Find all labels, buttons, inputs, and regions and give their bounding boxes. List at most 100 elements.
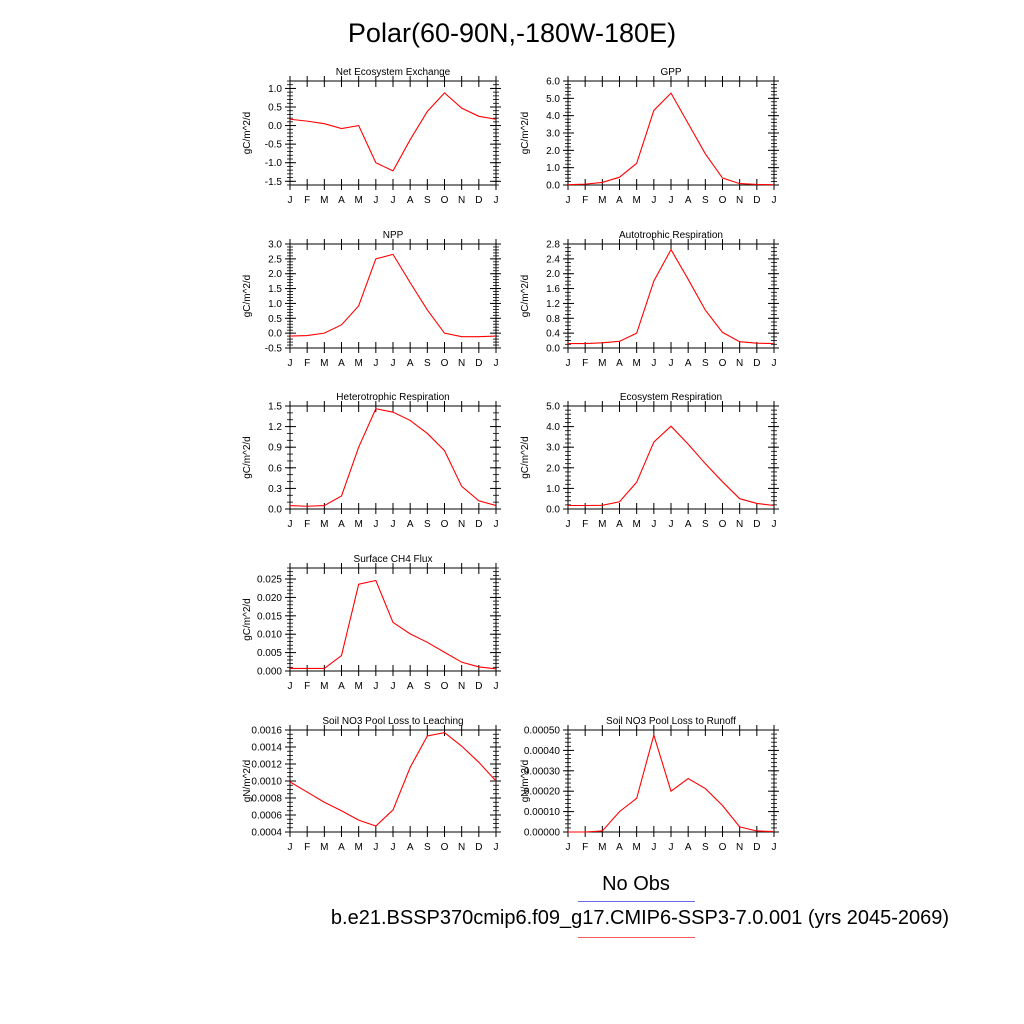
y-tick-label: 0.0006: [251, 811, 282, 822]
plot-frame: [289, 80, 497, 186]
series-line: [568, 248, 775, 345]
panel-3: Autotrophic Respiration gC/m^2/d 0.0 0.4 0.8…: [520, 230, 779, 369]
x-tick-label: M: [632, 519, 640, 530]
x-tick-label: S: [702, 358, 709, 369]
y-tick-label: 0.0: [546, 181, 560, 192]
plot-frame: [289, 405, 497, 510]
x-tick-label: O: [719, 842, 727, 853]
y-tick-label: 3.0: [546, 443, 560, 454]
y-tick-label: 0.8: [546, 314, 560, 325]
panel-title: Net Ecosystem Exchange: [336, 67, 451, 78]
x-tick-label: J: [494, 519, 499, 530]
y-tick-label: 0.6: [268, 463, 282, 474]
x-tick-label: D: [475, 358, 482, 369]
y-tick-label: -1.0: [265, 158, 283, 169]
x-tick-label: A: [407, 195, 414, 206]
y-tick-label: 5.0: [546, 402, 560, 413]
y-axis-label: gN/m^2/d: [242, 760, 253, 803]
plot-frame: [567, 405, 775, 510]
y-axis-label: gC/m^2/d: [242, 112, 253, 155]
x-tick-label: M: [320, 195, 328, 206]
y-tick-label: 0.00040: [524, 746, 561, 757]
x-tick-label: A: [407, 358, 414, 369]
y-tick-label: 0.00050: [524, 726, 561, 737]
x-tick-label: J: [566, 519, 571, 530]
y-tick-label: 2.8: [546, 240, 560, 251]
x-tick-label: F: [582, 358, 588, 369]
x-tick-label: J: [669, 195, 674, 206]
y-axis-label: gC/m^2/d: [242, 436, 253, 479]
x-tick-label: J: [494, 195, 499, 206]
x-tick-label: J: [373, 681, 378, 692]
x-tick-label: S: [424, 519, 431, 530]
y-tick-label: 0.005: [257, 648, 282, 659]
y-tick-label: 0.0010: [251, 777, 282, 788]
x-tick-label: M: [354, 681, 362, 692]
x-tick-label: O: [441, 358, 449, 369]
y-tick-label: 3.0: [546, 129, 560, 140]
y-tick-label: 3.0: [268, 240, 282, 251]
x-tick-label: J: [651, 519, 656, 530]
panel-title: Soil NO3 Pool Loss to Leaching: [322, 716, 463, 727]
panel-title: Autotrophic Respiration: [619, 230, 723, 241]
x-tick-label: S: [702, 842, 709, 853]
x-tick-label: N: [736, 519, 743, 530]
x-tick-label: J: [391, 358, 396, 369]
x-tick-label: D: [475, 519, 482, 530]
y-axis-label: gC/m^2/d: [520, 436, 531, 479]
x-tick-label: F: [582, 842, 588, 853]
y-tick-label: 0.0016: [251, 726, 282, 737]
y-tick-label: -0.5: [265, 140, 283, 151]
y-tick-label: 2.0: [546, 463, 560, 474]
y-tick-label: 1.0: [546, 484, 560, 495]
y-tick-label: 2.5: [268, 254, 282, 265]
series-line: [567, 92, 775, 186]
panel-7: Soil NO3 Pool Loss to LeachinggN/m^2/d0.…: [242, 716, 501, 853]
x-tick-label: J: [288, 842, 293, 853]
y-tick-label: 0.9: [268, 443, 282, 454]
series-line: [568, 733, 775, 833]
x-tick-label: D: [475, 681, 482, 692]
plot-frame: [289, 567, 497, 672]
y-tick-label: 1.0: [268, 84, 282, 95]
x-tick-label: S: [702, 519, 709, 530]
x-tick-label: D: [753, 358, 760, 369]
series-line: [289, 92, 497, 172]
x-tick-label: J: [494, 842, 499, 853]
y-tick-label: 1.0: [268, 299, 282, 310]
y-tick-label: 0.00020: [524, 787, 561, 798]
x-tick-label: M: [632, 195, 640, 206]
series-line: [289, 253, 497, 338]
x-tick-label: J: [651, 358, 656, 369]
legend-obs-line: [578, 901, 695, 902]
panel-title: Heterotrophic Respiration: [336, 392, 449, 403]
x-tick-label: A: [616, 358, 623, 369]
x-tick-label: J: [373, 195, 378, 206]
y-tick-label: -0.5: [265, 344, 283, 355]
x-tick-label: J: [566, 358, 571, 369]
x-tick-label: D: [475, 195, 482, 206]
x-tick-label: A: [685, 195, 692, 206]
y-tick-label: 6.0: [546, 77, 560, 88]
y-tick-label: 0.0: [268, 121, 282, 132]
y-tick-label: 1.0: [546, 163, 560, 174]
legend-case-line: [578, 937, 695, 938]
x-tick-label: F: [304, 519, 310, 530]
x-tick-label: J: [373, 842, 378, 853]
y-tick-label: 4.0: [546, 422, 560, 433]
x-tick-label: A: [685, 519, 692, 530]
y-tick-label: 0.00010: [524, 807, 561, 818]
x-tick-label: N: [736, 358, 743, 369]
x-tick-label: J: [566, 842, 571, 853]
x-tick-label: O: [719, 519, 727, 530]
x-tick-label: M: [598, 195, 606, 206]
x-tick-label: N: [736, 842, 743, 853]
y-tick-label: -1.5: [265, 177, 283, 188]
y-tick-label: 2.0: [546, 269, 560, 280]
x-tick-label: N: [458, 358, 465, 369]
panel-title: GPP: [660, 67, 681, 78]
x-tick-label: J: [772, 195, 777, 206]
y-tick-label: 0.010: [257, 630, 282, 641]
x-tick-label: O: [441, 681, 449, 692]
